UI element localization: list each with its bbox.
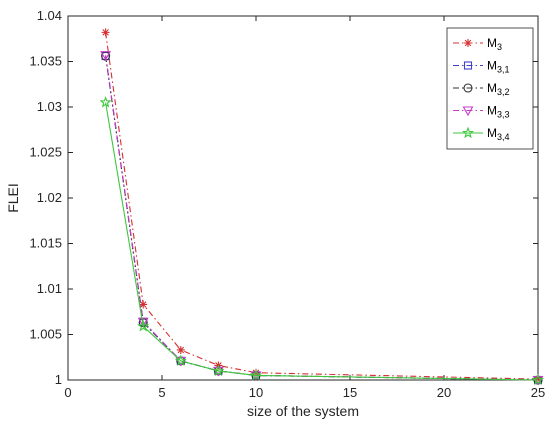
- x-tick-label: 15: [343, 385, 357, 400]
- x-tick-label: 0: [64, 385, 71, 400]
- legend-label-3: M3,3: [487, 104, 510, 120]
- data-point-4-2: [174, 354, 187, 367]
- data-point-0-4: [252, 368, 260, 377]
- y-tick-label: 1.025: [29, 145, 62, 160]
- data-point-4-3: [212, 364, 225, 377]
- y-tick-label: 1.01: [37, 281, 62, 296]
- x-axis-label: size of the system: [247, 403, 359, 419]
- data-point-4-5: [531, 373, 545, 386]
- series-line-0: [105, 32, 539, 380]
- series-line-4: [105, 102, 539, 381]
- data-point-0-5: [534, 375, 542, 384]
- data-point-4-4: [249, 369, 263, 381]
- data-point-0-1: [139, 300, 148, 309]
- series-group: [99, 28, 545, 386]
- x-tick-label: 10: [249, 385, 263, 400]
- y-tick-label: 1.015: [29, 236, 62, 251]
- legend-marker-0: [464, 39, 472, 47]
- x-tick-label: 25: [531, 385, 545, 400]
- axis-ticks: 0 5 10 15 20 25 1 1.005 1.01 1.015 1.02 1.025 1.03 1.…: [29, 8, 545, 400]
- y-tick-label: 1: [55, 372, 62, 387]
- y-axis-label: FLEI: [5, 183, 21, 213]
- legend-label-0: M3: [487, 36, 502, 52]
- y-tick-label: 1.02: [37, 190, 62, 205]
- data-point-3-0: [100, 51, 112, 61]
- y-tick-label: 1.04: [37, 8, 62, 23]
- legend-box: [446, 27, 534, 150]
- legend-marker-1: [463, 61, 473, 70]
- y-tick-label: 1.035: [29, 54, 62, 69]
- legend-marker-3: [462, 106, 474, 117]
- legend-marker-4: [461, 126, 475, 139]
- legend-label-2: M3,2: [487, 81, 510, 97]
- y-tick-label: 1.005: [29, 327, 62, 342]
- x-tick-label: 5: [158, 385, 165, 400]
- data-point-3-1: [137, 317, 149, 328]
- y-tick-label: 1.03: [37, 99, 62, 114]
- legend: M3 M3,1 M3,2 M3,3 M3,4: [446, 27, 534, 150]
- data-point-4-0: [99, 96, 112, 108]
- x-tick-label: 20: [437, 385, 451, 400]
- data-point-0-2: [176, 345, 185, 354]
- data-point-4-1: [137, 319, 150, 332]
- legend-label-1: M3,1: [487, 59, 510, 75]
- legend-label-4: M3,4: [487, 126, 510, 142]
- legend-marker-2: [463, 83, 473, 93]
- data-point-0-0: [101, 28, 110, 37]
